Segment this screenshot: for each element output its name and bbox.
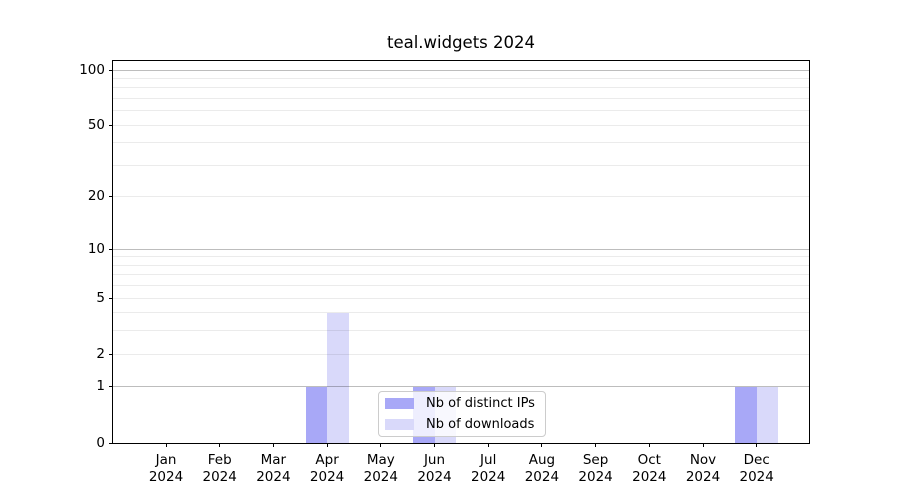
x-tick-mark <box>541 443 543 447</box>
x-tick-month: Dec <box>743 452 770 468</box>
x-tick-mark <box>702 443 704 447</box>
x-tick-year: 2024 <box>202 468 237 485</box>
y-tick-mark <box>109 297 113 299</box>
x-tick-month: Sep <box>582 452 609 468</box>
gridline-minor <box>113 256 809 258</box>
gridline-minor <box>113 285 809 287</box>
x-tick-label: Sep 2024 <box>564 452 628 485</box>
gridline-major <box>113 248 809 250</box>
gridline-minor <box>113 164 809 166</box>
gridline-minor <box>113 142 809 144</box>
y-tick-mark <box>109 124 113 126</box>
x-tick-year: 2024 <box>632 468 667 485</box>
x-tick-month: Jul <box>480 452 497 468</box>
y-tick-label: 50 <box>87 116 105 133</box>
x-tick-mark <box>487 443 489 447</box>
y-tick-label: 1 <box>96 378 105 395</box>
y-tick-label: 5 <box>96 289 105 306</box>
x-tick-month: Jan <box>155 452 177 468</box>
bar-distinct-ips <box>305 386 328 443</box>
y-tick-label: 10 <box>87 240 105 257</box>
x-tick-month: Aug <box>528 452 556 468</box>
x-tick-label: Nov 2024 <box>671 452 735 485</box>
y-tick-mark <box>109 196 113 198</box>
y-tick-mark <box>109 248 113 250</box>
y-tick-label: 100 <box>79 61 105 78</box>
x-tick-month: Nov <box>689 452 717 468</box>
x-tick-month: Oct <box>637 452 661 468</box>
gridline-minor <box>113 274 809 276</box>
gridline-minor <box>113 196 809 198</box>
legend-item: Nb of distinct IPs <box>385 394 545 413</box>
bar-downloads <box>756 386 779 443</box>
y-tick-mark <box>109 386 113 388</box>
x-tick-month: Jun <box>423 452 446 468</box>
y-tick-mark <box>109 442 113 444</box>
gridline-major <box>113 69 809 71</box>
x-tick-mark <box>380 443 382 447</box>
legend-swatch-downloads <box>385 419 414 430</box>
x-tick-year: 2024 <box>256 468 291 485</box>
plot-area: Nb of distinct IPs Nb of downloads <box>112 60 810 444</box>
y-tick-label: 20 <box>87 188 105 205</box>
x-tick-mark <box>434 443 435 447</box>
x-tick-label: Oct 2024 <box>617 452 681 485</box>
gridline-major <box>113 386 809 388</box>
x-tick-year: 2024 <box>578 468 613 485</box>
x-tick-label: Aug 2024 <box>510 452 574 485</box>
x-tick-mark <box>272 443 274 447</box>
gridline-minor <box>113 87 809 89</box>
y-tick-label: 0 <box>96 434 105 451</box>
x-tick-year: 2024 <box>417 468 452 485</box>
legend-label: Nb of downloads <box>426 417 535 432</box>
gridline-minor <box>113 77 809 79</box>
x-tick-year: 2024 <box>309 468 345 485</box>
x-tick-mark <box>165 443 167 447</box>
x-tick-year: 2024 <box>363 468 398 485</box>
legend-swatch-distinct-ips <box>385 398 414 409</box>
gridline-minor <box>113 264 809 266</box>
x-tick-month: Mar <box>260 452 287 468</box>
gridline-minor <box>113 110 809 112</box>
x-tick-mark <box>219 443 221 447</box>
x-tick-mark <box>595 443 597 447</box>
gridline-minor <box>113 330 809 332</box>
x-tick-year: 2024 <box>739 468 774 485</box>
x-tick-label: May 2024 <box>349 452 413 485</box>
x-tick-month: Feb <box>207 452 232 468</box>
x-tick-label: Jul 2024 <box>456 452 520 485</box>
gridline-minor <box>113 312 809 314</box>
y-tick-label: 2 <box>96 345 105 362</box>
gridline-minor <box>113 297 809 299</box>
x-tick-month: May <box>366 452 395 468</box>
gridline-minor <box>113 97 809 99</box>
x-tick-mark <box>648 443 650 447</box>
x-tick-year: 2024 <box>471 468 506 485</box>
bar-distinct-ips <box>735 386 757 443</box>
x-tick-label: Jan 2024 <box>134 452 198 485</box>
x-tick-mark <box>326 443 328 447</box>
x-tick-label: Dec 2024 <box>725 452 789 485</box>
gridline-minor <box>113 124 809 126</box>
gridline-minor <box>113 353 809 355</box>
chart-title: teal.widgets 2024 <box>386 33 536 52</box>
legend-label: Nb of distinct IPs <box>426 396 535 411</box>
legend-item: Nb of downloads <box>385 415 545 434</box>
x-tick-label: Jun 2024 <box>403 452 467 485</box>
legend: Nb of distinct IPs Nb of downloads <box>378 391 546 437</box>
x-tick-label: Mar 2024 <box>241 452 305 485</box>
x-tick-year: 2024 <box>524 468 560 485</box>
x-tick-month: Apr <box>315 452 339 468</box>
x-tick-year: 2024 <box>148 468 184 485</box>
x-tick-year: 2024 <box>685 468 721 485</box>
x-tick-mark <box>756 443 758 447</box>
y-tick-mark <box>109 69 113 71</box>
y-tick-mark <box>109 353 113 355</box>
x-tick-label: Feb 2024 <box>188 452 252 485</box>
x-tick-label: Apr 2024 <box>295 452 359 485</box>
bar-downloads <box>327 312 349 443</box>
